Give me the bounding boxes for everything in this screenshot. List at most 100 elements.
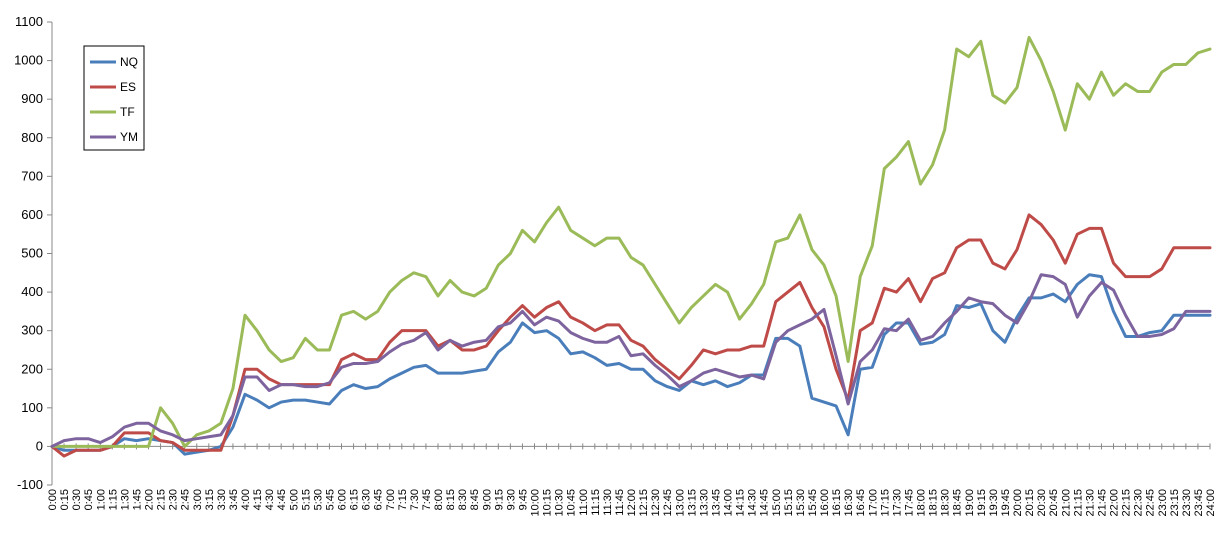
x-tick-label: 19:15: [976, 489, 988, 517]
x-tick-label: 22:30: [1133, 489, 1145, 517]
y-axis: -100 0 100 200 300 400 500 600 700 800 900 1000 1100: [14, 14, 53, 492]
x-tick-label: 11:45: [614, 489, 626, 516]
series-line-tf: [50, 35, 1212, 448]
x-tick-label: 5:00: [288, 489, 300, 510]
x-tick-label: 7:15: [397, 489, 409, 510]
x-tick-label: 20:00: [1012, 489, 1024, 517]
x-tick-label: 10:30: [554, 489, 566, 517]
x-tick-label: 13:00: [674, 489, 686, 517]
series-layer: [50, 35, 1212, 458]
x-tick-label: 13:45: [710, 489, 722, 517]
x-tick-label: 14:00: [723, 489, 735, 517]
x-tick-label: 12:30: [650, 489, 662, 517]
x-tick-label: 6:00: [337, 489, 349, 510]
x-tick-label: 9:00: [481, 489, 493, 510]
y-tick-label: 500: [21, 246, 43, 261]
y-tick-label: 700: [21, 168, 43, 183]
x-tick-label: 6:45: [373, 489, 385, 510]
x-axis: 0:00 0:15 0:30 0:45 1:00 1:15 1:30 1:45 2:00 2:15…: [47, 443, 1217, 517]
x-tick-label: 6:30: [361, 489, 373, 510]
x-tick-label: 19:30: [988, 489, 1000, 517]
y-tick-label: 900: [21, 91, 43, 106]
x-tick-label: 8:30: [457, 489, 469, 510]
x-tick-label: 12:15: [638, 489, 650, 517]
y-tick-label: 300: [21, 323, 43, 338]
x-tick-label: 11:00: [578, 489, 590, 516]
x-tick-label: 17:15: [879, 489, 891, 517]
x-tick-label: 11:30: [602, 489, 614, 516]
x-tick-label: 8:15: [445, 489, 457, 510]
x-tick-label: 15:45: [807, 489, 819, 517]
x-tick-label: 9:30: [505, 489, 517, 510]
x-tick-label: 18:45: [952, 489, 964, 517]
x-tick-label: 5:45: [324, 489, 336, 510]
x-tick-label: 2:30: [168, 489, 180, 510]
x-tick-label: 3:30: [216, 489, 228, 510]
x-tick-label: 4:45: [276, 489, 288, 510]
x-tick-label: 1:30: [119, 489, 131, 510]
x-tick-label: 20:30: [1036, 489, 1048, 517]
legend-label-nq: NQ: [120, 55, 138, 69]
series-line-nq: [50, 273, 1212, 456]
x-tick-label: 2:15: [156, 489, 168, 510]
legend: NQ ES TF YM: [83, 45, 145, 151]
x-tick-label: 19:45: [1000, 489, 1012, 517]
x-tick-label: 12:45: [662, 489, 674, 517]
x-tick-label: 13:15: [686, 489, 698, 517]
x-tick-label: 14:30: [747, 489, 759, 517]
x-tick-label: 7:45: [421, 489, 433, 510]
x-tick-label: 8:45: [469, 489, 481, 510]
x-tick-label: 5:30: [312, 489, 324, 510]
x-tick-label: 16:00: [819, 489, 831, 517]
x-tick-label: 20:15: [1024, 489, 1036, 517]
x-tick-label: 14:15: [735, 489, 747, 517]
x-tick-label: 24:00: [1205, 489, 1217, 517]
y-tick-label: -100: [17, 477, 43, 492]
x-tick-label: 7:00: [385, 489, 397, 510]
x-tick-label: 23:15: [1169, 489, 1181, 517]
x-tick-label: 10:45: [566, 489, 578, 517]
x-tick-label: 3:00: [192, 489, 204, 510]
legend-label-tf: TF: [120, 105, 135, 119]
y-tick-label: 200: [21, 361, 43, 376]
x-tick-label: 11:15: [590, 489, 602, 516]
x-tick-label: 16:45: [855, 489, 867, 517]
y-tick-label: 600: [21, 207, 43, 222]
y-tick-label: 0: [36, 438, 43, 453]
legend-label-es: ES: [120, 80, 136, 94]
x-tick-label: 3:45: [228, 489, 240, 510]
x-tick-label: 1:15: [107, 489, 119, 510]
x-tick-label: 17:30: [891, 489, 903, 517]
x-tick-label: 0:30: [71, 489, 83, 510]
y-tick-label: 1000: [14, 53, 43, 68]
x-tick-label: 9:45: [517, 489, 529, 510]
x-tick-label: 1:00: [95, 489, 107, 510]
x-tick-label: 3:15: [204, 489, 216, 510]
x-tick-label: 22:45: [1145, 489, 1157, 517]
x-tick-label: 15:30: [795, 489, 807, 517]
x-tick-label: 21:45: [1096, 489, 1108, 517]
x-tick-label: 4:30: [264, 489, 276, 510]
x-tick-label: 16:15: [831, 489, 843, 517]
x-tick-label: 23:45: [1193, 489, 1205, 517]
x-tick-label: 18:15: [928, 489, 940, 517]
x-tick-label: 21:30: [1084, 489, 1096, 517]
x-tick-label: 9:15: [493, 489, 505, 510]
x-tick-label: 1:45: [131, 489, 143, 510]
x-tick-label: 17:00: [867, 489, 879, 517]
x-tick-label: 13:30: [698, 489, 710, 517]
x-tick-label: 8:00: [433, 489, 445, 510]
x-tick-label: 6:15: [349, 489, 361, 510]
series-line-ym: [50, 273, 1212, 448]
x-tick-label: 0:15: [59, 489, 71, 510]
x-tick-label: 4:00: [240, 489, 252, 510]
y-tick-label: 400: [21, 284, 43, 299]
x-tick-label: 5:15: [300, 489, 312, 510]
x-tick-label: 16:30: [843, 489, 855, 517]
x-tick-label: 22:00: [1109, 489, 1121, 517]
x-tick-label: 10:15: [542, 489, 554, 517]
x-tick-label: 22:15: [1121, 489, 1133, 517]
x-tick-label: 18:30: [940, 489, 952, 517]
y-tick-label: 100: [21, 400, 43, 415]
x-tick-label: 0:45: [83, 489, 95, 510]
